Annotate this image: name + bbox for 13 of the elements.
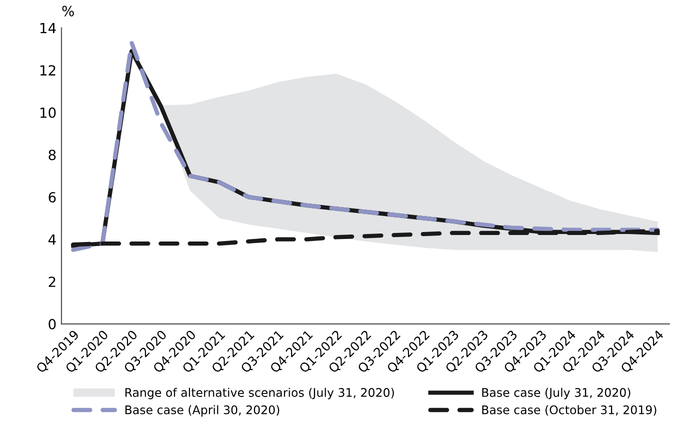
y-tick-label: 4 <box>48 234 56 245</box>
y-tick-label: 6 <box>48 192 56 203</box>
y-tick-label: 8 <box>48 150 56 160</box>
y-axis-title: % <box>62 6 74 16</box>
y-tick-label: 10 <box>40 107 56 118</box>
legend-label: Base case (July 31, 2020) <box>482 388 630 400</box>
legend-label: Range of alternative scenarios (July 31, 2020) <box>125 388 394 400</box>
y-tick-label: 2 <box>48 276 56 287</box>
legend-label: Base case (April 30, 2020) <box>125 405 280 417</box>
y-tick-label: 14 <box>40 23 56 34</box>
y-tick-label: 12 <box>40 65 56 76</box>
y-tick-label: 0 <box>48 318 56 330</box>
legend-label: Base case (October 31, 2019) <box>482 405 656 416</box>
